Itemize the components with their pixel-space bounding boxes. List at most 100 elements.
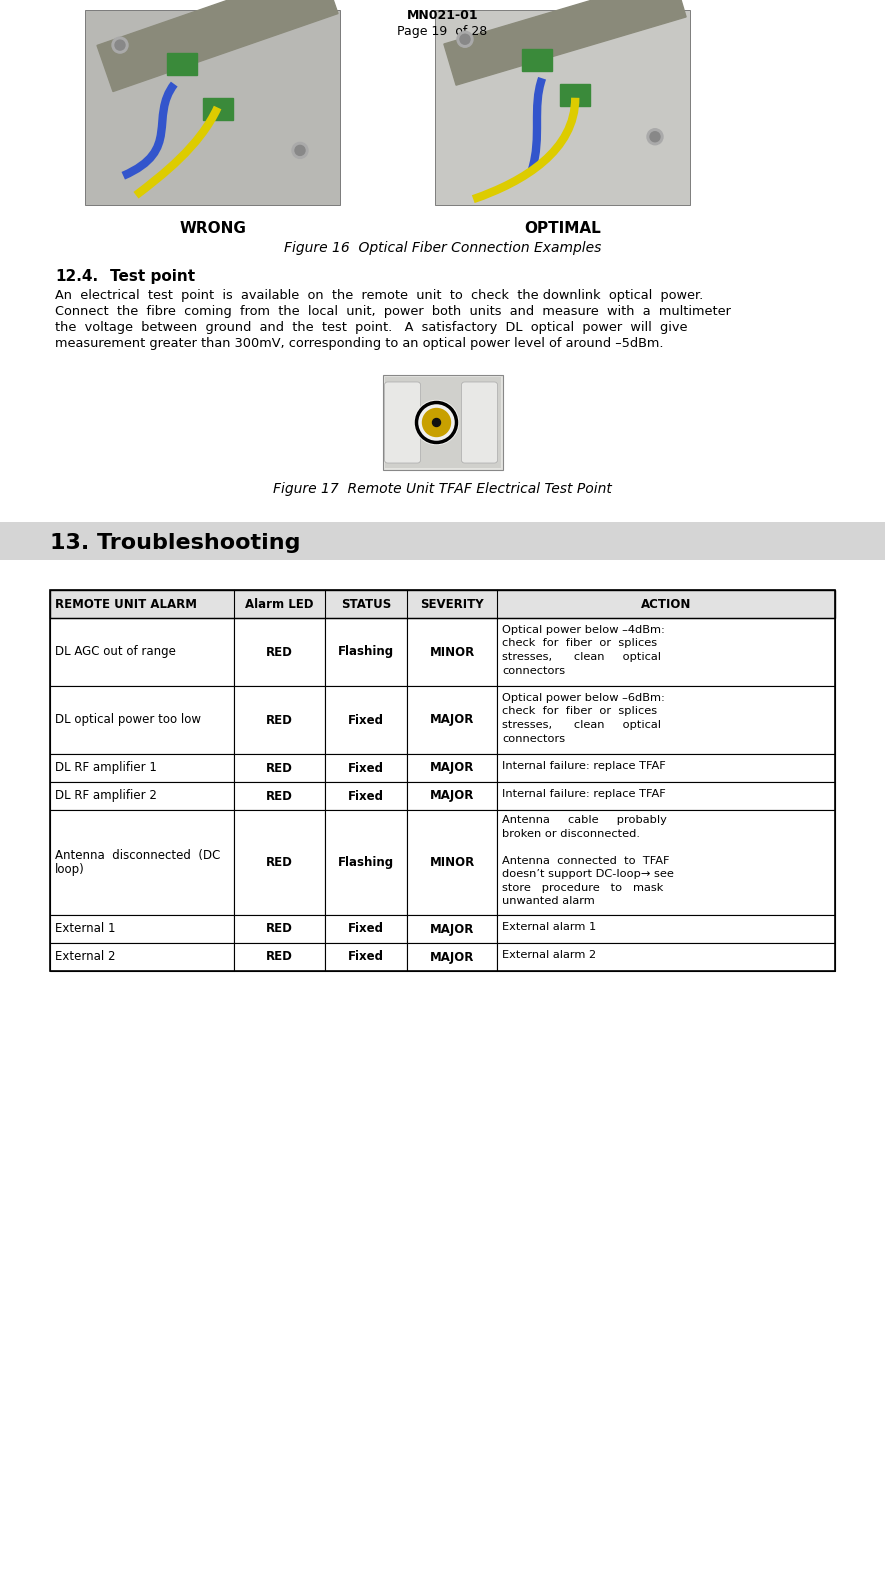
Circle shape (433, 418, 441, 426)
Circle shape (422, 408, 450, 437)
Circle shape (647, 129, 663, 145)
Text: RED: RED (266, 762, 293, 774)
Text: DL optical power too low: DL optical power too low (55, 713, 201, 727)
Bar (407, 943, 497, 971)
Text: Antenna  disconnected  (DC: Antenna disconnected (DC (55, 848, 220, 863)
Bar (522, 49, 552, 71)
Text: Fixed: Fixed (348, 923, 384, 935)
Bar (50, 782, 235, 811)
Circle shape (457, 32, 473, 47)
Text: MAJOR: MAJOR (430, 923, 474, 935)
Text: Antenna  connected  to  TFAF: Antenna connected to TFAF (503, 856, 670, 866)
Bar (235, 943, 325, 971)
Text: SEVERITY: SEVERITY (420, 599, 484, 612)
Bar (407, 754, 497, 782)
Circle shape (414, 401, 458, 445)
Text: RED: RED (266, 790, 293, 803)
Circle shape (292, 142, 308, 158)
Circle shape (460, 35, 470, 44)
Text: Flashing: Flashing (338, 856, 394, 869)
Text: RED: RED (266, 951, 293, 964)
Text: DL RF amplifier 1: DL RF amplifier 1 (55, 762, 157, 774)
Bar (235, 754, 325, 782)
Bar (407, 618, 497, 686)
Bar (50, 915, 235, 943)
Circle shape (112, 38, 128, 54)
Text: Fixed: Fixed (348, 713, 384, 727)
Bar (50, 754, 235, 782)
Text: MINOR: MINOR (430, 645, 475, 659)
Text: Antenna     cable     probably: Antenna cable probably (503, 815, 667, 825)
Text: Flashing: Flashing (338, 645, 394, 659)
Circle shape (295, 145, 305, 156)
Text: MINOR: MINOR (430, 856, 475, 869)
Bar (235, 686, 325, 754)
Bar (407, 686, 497, 754)
FancyBboxPatch shape (461, 382, 497, 464)
Bar (50, 590, 835, 618)
Text: STATUS: STATUS (341, 599, 391, 612)
Bar (235, 618, 325, 686)
Bar (325, 915, 407, 943)
FancyBboxPatch shape (384, 382, 420, 464)
Bar (50, 686, 235, 754)
Text: Figure 17  Remote Unit TFAF Electrical Test Point: Figure 17 Remote Unit TFAF Electrical Te… (273, 483, 612, 497)
Bar (497, 618, 835, 686)
Bar (167, 54, 196, 74)
Text: Optical power below –6dBm:: Optical power below –6dBm: (503, 692, 666, 703)
Bar (497, 915, 835, 943)
Text: Optical power below –4dBm:: Optical power below –4dBm: (503, 624, 666, 636)
Bar (50, 618, 235, 686)
Bar (325, 686, 407, 754)
Text: MAJOR: MAJOR (430, 713, 474, 727)
FancyArrow shape (97, 0, 338, 91)
Circle shape (650, 132, 660, 142)
Bar (325, 618, 407, 686)
Bar (235, 915, 325, 943)
Text: Connect  the  fibre  coming  from  the  local  unit,  power  both  units  and  m: Connect the fibre coming from the local … (55, 304, 731, 319)
Text: Alarm LED: Alarm LED (245, 599, 314, 612)
Bar (50, 943, 235, 971)
Text: DL RF amplifier 2: DL RF amplifier 2 (55, 788, 157, 803)
Text: REMOTE UNIT ALARM: REMOTE UNIT ALARM (55, 599, 197, 612)
Bar (235, 811, 325, 915)
Bar (407, 915, 497, 943)
Bar (85, 9, 340, 205)
Text: unwanted alarm: unwanted alarm (503, 896, 596, 907)
Text: WRONG: WRONG (179, 221, 246, 237)
Text: MAJOR: MAJOR (430, 762, 474, 774)
Text: check  for  fiber  or  splices: check for fiber or splices (503, 706, 658, 716)
Bar (497, 811, 835, 915)
Bar (0, 522, 885, 560)
Bar (235, 782, 325, 811)
Bar (325, 754, 407, 782)
Bar (384, 377, 501, 468)
Bar (325, 782, 407, 811)
Text: External 1: External 1 (55, 923, 116, 935)
Text: External alarm 2: External alarm 2 (503, 951, 596, 960)
Text: Fixed: Fixed (348, 790, 384, 803)
Bar (497, 943, 835, 971)
Text: An  electrical  test  point  is  available  on  the  remote  unit  to  check  th: An electrical test point is available on… (55, 289, 704, 303)
Bar (497, 754, 835, 782)
Text: stresses,      clean     optical: stresses, clean optical (503, 721, 661, 730)
Bar (50, 590, 835, 971)
Text: loop): loop) (55, 863, 85, 875)
Text: 12.4.: 12.4. (55, 270, 98, 284)
Bar (497, 782, 835, 811)
Text: MAJOR: MAJOR (430, 790, 474, 803)
Text: Test point: Test point (110, 270, 195, 284)
Text: Page 19  of 28: Page 19 of 28 (397, 25, 488, 38)
Text: External alarm 1: External alarm 1 (503, 923, 596, 932)
Bar (50, 811, 235, 915)
Circle shape (115, 39, 125, 50)
Text: External 2: External 2 (55, 951, 116, 964)
Text: broken or disconnected.: broken or disconnected. (503, 830, 641, 839)
Text: RED: RED (266, 645, 293, 659)
Text: Fixed: Fixed (348, 951, 384, 964)
Text: check  for  fiber  or  splices: check for fiber or splices (503, 639, 658, 648)
FancyArrow shape (444, 0, 686, 85)
Text: Figure 16  Optical Fiber Connection Examples: Figure 16 Optical Fiber Connection Examp… (284, 241, 601, 255)
Bar (203, 98, 233, 120)
Bar (407, 811, 497, 915)
